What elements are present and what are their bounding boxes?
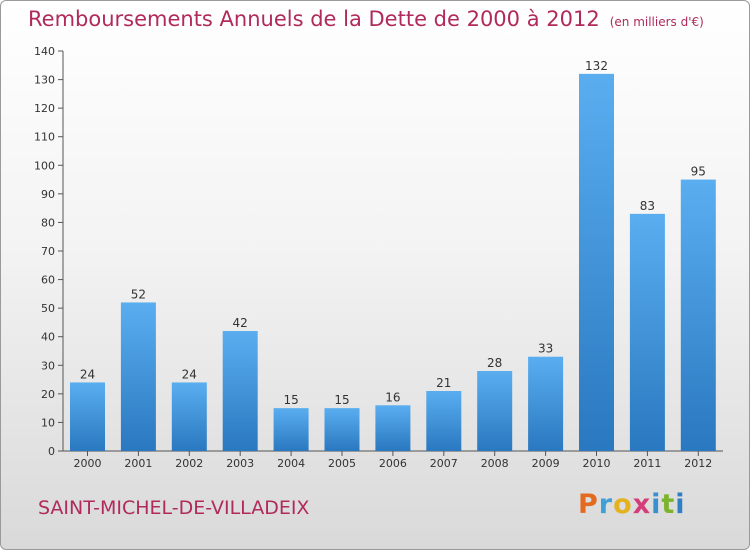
bar-2002 (171, 382, 207, 451)
y-tick-label: 140 (34, 45, 55, 58)
bar-2005 (324, 408, 360, 451)
bar-value-label: 83 (640, 199, 655, 213)
y-tick-label: 120 (34, 102, 55, 115)
unit-label: (en milliers d'€) (609, 15, 704, 29)
bar-2008 (477, 371, 513, 451)
bar-2000 (70, 382, 105, 451)
bar-2010 (579, 73, 614, 451)
x-tick-label: 2009 (532, 457, 560, 470)
x-tick-label: 2010 (583, 457, 611, 470)
bar-2009 (528, 356, 564, 451)
proxiti-logo: Proxiti (578, 489, 686, 520)
bar-value-label: 24 (80, 367, 95, 381)
y-tick-label: 0 (48, 445, 55, 458)
bar-value-label: 15 (334, 393, 349, 407)
bar-value-label: 24 (182, 367, 197, 381)
x-tick-label: 2007 (430, 457, 458, 470)
y-tick-label: 80 (41, 216, 55, 229)
x-tick-label: 2008 (481, 457, 509, 470)
y-tick-label: 100 (34, 159, 55, 172)
x-tick-label: 2004 (277, 457, 305, 470)
bar-2011 (629, 213, 665, 451)
y-tick-label: 50 (41, 302, 55, 315)
bar-2004 (273, 408, 309, 451)
y-tick-label: 70 (41, 245, 55, 258)
x-tick-label: 2001 (124, 457, 152, 470)
x-tick-label: 2005 (328, 457, 356, 470)
bar-value-label: 15 (283, 393, 298, 407)
x-tick-label: 2011 (633, 457, 661, 470)
y-tick-label: 30 (41, 359, 55, 372)
bar-2007 (426, 391, 462, 451)
x-tick-label: 2002 (175, 457, 203, 470)
town-name: SAINT-MICHEL-DE-VILLADEIX (38, 497, 310, 519)
y-tick-label: 130 (34, 74, 55, 87)
x-tick-label: 2012 (684, 457, 712, 470)
bar-value-label: 42 (233, 316, 248, 330)
y-tick-label: 40 (41, 331, 55, 344)
y-tick-label: 60 (41, 274, 55, 287)
chart-bars: 24 52 24 42 15 15 16 21 28 33 132 83 95 (70, 59, 716, 452)
chart-title: Remboursements Annuels de la Dette de 20… (28, 7, 704, 31)
bar-value-label: 132 (585, 59, 608, 73)
x-tick-label: 2000 (74, 457, 102, 470)
y-tick-label: 10 (41, 416, 55, 429)
chart-axes: 0 10 20 30 40 50 60 70 80 90 100 110 120 130 140 2000 20… (34, 45, 723, 470)
bar-value-label: 52 (131, 287, 146, 301)
bar-2001 (120, 302, 156, 451)
bar-value-label: 16 (385, 390, 400, 404)
bar-2006 (375, 405, 411, 451)
bar-value-label: 21 (436, 376, 451, 390)
bar-2003 (222, 331, 258, 451)
y-tick-label: 90 (41, 188, 55, 201)
bar-value-label: 95 (691, 165, 706, 179)
bar-value-label: 33 (538, 342, 553, 356)
y-tick-label: 20 (41, 388, 55, 401)
x-tick-label: 2003 (226, 457, 254, 470)
bar-value-label: 28 (487, 356, 502, 370)
bar-2012 (680, 179, 716, 452)
y-tick-label: 110 (34, 131, 55, 144)
title-text: Remboursements Annuels de la Dette de 20… (28, 7, 600, 31)
x-tick-label: 2006 (379, 457, 407, 470)
